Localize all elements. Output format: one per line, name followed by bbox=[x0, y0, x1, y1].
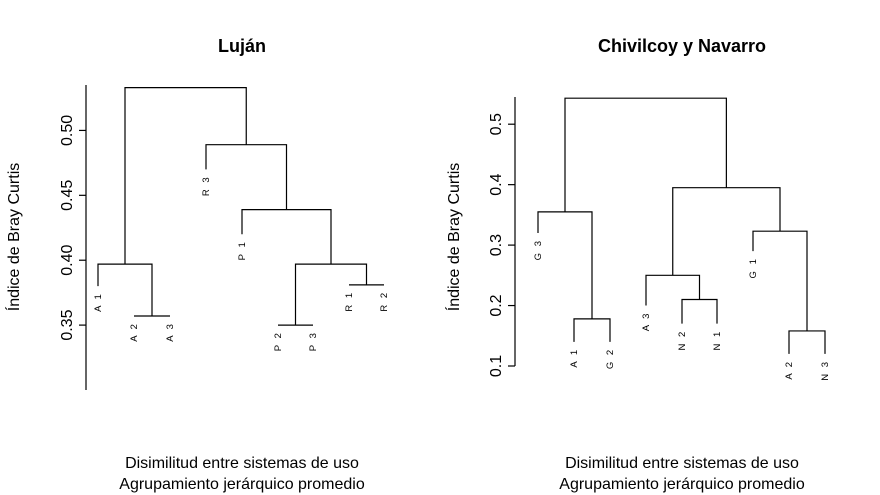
leaf-label: P 1 bbox=[237, 240, 248, 260]
y-tick-label: 0.45 bbox=[59, 180, 76, 211]
leaf-label: A 1 bbox=[569, 348, 580, 368]
x-axis-label-line1: Disimilitud entre sistemas de uso bbox=[125, 455, 359, 472]
leaf-label: A 2 bbox=[129, 322, 140, 342]
dendrogram-link bbox=[294, 263, 368, 326]
y-tick-label: 0.2 bbox=[488, 294, 505, 316]
dendrogram-link bbox=[788, 330, 826, 354]
leaf-labels: G 3 A 1 G 2 A 3 N 2 N 1 G 1 A 2 N 3 bbox=[533, 239, 831, 381]
chart-title: Luján bbox=[218, 36, 266, 56]
y-axis: 0.35 0.40 0.45 0.50 bbox=[59, 85, 87, 390]
dendrogram-lujan: Luján Índice de Bray Curtis Disimilitud … bbox=[4, 36, 390, 493]
leaf-label: N 3 bbox=[820, 360, 831, 381]
y-tick-label: 0.50 bbox=[59, 115, 76, 146]
dendrogram-link bbox=[124, 86, 247, 265]
chart-title: Chivilcoy y Navarro bbox=[598, 36, 766, 56]
leaf-label: G 3 bbox=[533, 239, 544, 260]
y-axis-label: Índice de Bray Curtis bbox=[444, 163, 463, 312]
leaf-label: R 1 bbox=[344, 291, 355, 312]
y-tick-label: 0.1 bbox=[488, 355, 505, 377]
x-axis-label-line2: Agrupamiento jerárquico promedio bbox=[119, 476, 365, 493]
y-tick-label: 0.3 bbox=[488, 234, 505, 256]
y-tick-label: 0.40 bbox=[59, 245, 76, 276]
leaf-label: N 1 bbox=[712, 330, 723, 351]
leaf-label: G 1 bbox=[748, 257, 759, 278]
x-axis-label-line1: Disimilitud entre sistemas de uso bbox=[565, 455, 799, 472]
leaf-label: A 3 bbox=[165, 322, 176, 342]
y-tick-label: 0.5 bbox=[488, 113, 505, 135]
dendrogram-chivilcoy-navarro: Chivilcoy y Navarro Índice de Bray Curti… bbox=[444, 36, 831, 493]
leaf-label: G 2 bbox=[605, 348, 616, 369]
leaf-label: R 3 bbox=[201, 175, 212, 196]
y-tick-label: 0.35 bbox=[59, 309, 76, 340]
leaf-label: P 3 bbox=[308, 331, 319, 351]
dendrogram-link bbox=[205, 144, 288, 210]
leaf-label: A 2 bbox=[784, 360, 795, 380]
dendrogram-link bbox=[573, 318, 611, 342]
leaf-label: R 2 bbox=[379, 291, 390, 312]
leaf-label: P 2 bbox=[273, 331, 284, 351]
leaf-label: N 2 bbox=[677, 330, 688, 351]
dendrogram-link bbox=[752, 230, 808, 331]
leaf-label: A 1 bbox=[93, 292, 104, 312]
y-axis: 0.1 0.2 0.3 0.4 0.5 bbox=[488, 97, 516, 377]
y-axis-label: Índice de Bray Curtis bbox=[4, 163, 23, 312]
dendrogram-link bbox=[241, 208, 332, 265]
dendrogram-link bbox=[681, 298, 718, 324]
x-axis-label-line2: Agrupamiento jerárquico promedio bbox=[559, 476, 805, 493]
dendrogram-links bbox=[97, 86, 384, 326]
y-tick-label: 0.4 bbox=[488, 173, 505, 195]
dendrogram-link bbox=[645, 274, 701, 306]
leaf-labels: A 1 A 2 A 3 R 3 P 1 P 2 P 3 R 1 R 2 bbox=[93, 175, 390, 351]
dendrogram-link bbox=[564, 97, 727, 212]
dendrogram-links bbox=[537, 97, 826, 354]
dendrogram-link bbox=[537, 211, 593, 319]
dendrogram-link bbox=[97, 263, 153, 317]
leaf-label: A 3 bbox=[641, 312, 652, 332]
